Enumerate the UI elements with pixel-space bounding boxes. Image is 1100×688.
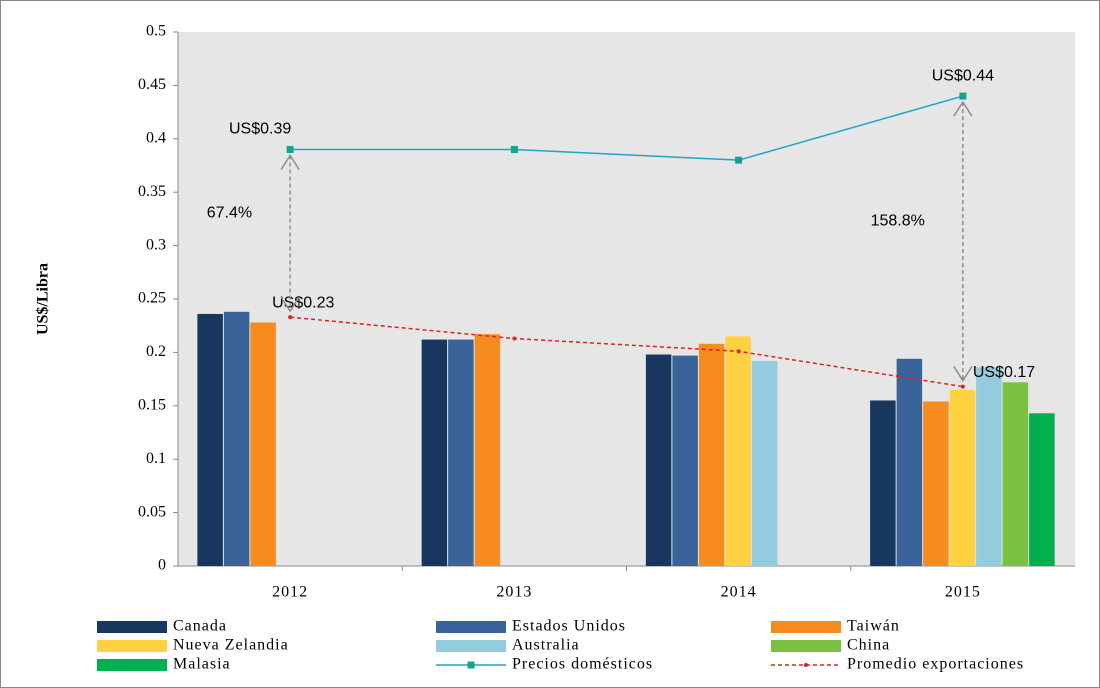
- x-tick-label: 2013: [496, 584, 532, 601]
- line-marker: [735, 156, 743, 164]
- y-tick-label: 0.3: [146, 236, 166, 253]
- legend-marker: [467, 661, 475, 669]
- bar: [1029, 413, 1055, 566]
- y-tick-label: 0.35: [138, 183, 166, 200]
- y-tick-label: 0.4: [146, 129, 166, 146]
- bar: [1002, 382, 1029, 566]
- x-tick-label: 2015: [945, 584, 981, 601]
- bar: [421, 339, 448, 566]
- data-label: US$0.39: [229, 121, 291, 138]
- legend-label: Australia: [512, 637, 580, 654]
- legend-label: Nueva Zelandia: [173, 637, 289, 654]
- bar: [896, 358, 923, 566]
- y-tick-label: 0.25: [138, 290, 166, 307]
- line-series: [290, 95, 964, 161]
- y-tick-label: 0.15: [138, 396, 166, 413]
- bar: [672, 355, 698, 566]
- legend-swatch: [97, 659, 167, 671]
- y-tick-label: 0.45: [138, 76, 166, 93]
- legend-label: Malasia: [173, 656, 231, 673]
- line-marker: [960, 384, 965, 389]
- bar: [698, 343, 725, 566]
- arrow-head: [280, 154, 300, 313]
- data-label: US$0.23: [272, 294, 334, 311]
- legend-swatch: [436, 621, 506, 633]
- y-tick-label: 0.2: [146, 343, 166, 360]
- bar: [645, 354, 672, 566]
- legend-label: Canada: [173, 618, 227, 635]
- legend-label: China: [847, 637, 890, 654]
- bar: [923, 401, 949, 566]
- legend-label: Precios domésticos: [512, 656, 653, 673]
- legend-swatch: [771, 621, 841, 633]
- legend-label: Taiwán: [847, 618, 900, 635]
- annotation: 158.8%: [871, 213, 925, 230]
- bar: [448, 339, 474, 566]
- bar: [751, 360, 778, 566]
- bar: [976, 367, 1002, 566]
- data-label: US$0.44: [932, 67, 994, 84]
- line-marker: [959, 92, 967, 100]
- legend-swatch: [97, 621, 167, 633]
- bar: [223, 311, 250, 566]
- y-tick-label: 0.05: [138, 503, 166, 520]
- legend-label: Estados Unidos: [512, 618, 626, 635]
- legend-label: Promedio exportaciones: [847, 656, 1024, 673]
- data-label: US$0.17: [973, 364, 1035, 381]
- line-marker: [286, 145, 294, 153]
- legend-swatch: [436, 640, 506, 652]
- line-marker: [510, 145, 518, 153]
- y-tick-label: 0.1: [146, 450, 166, 467]
- y-tick-label: 0.5: [146, 23, 166, 40]
- legend-swatch: [771, 640, 841, 652]
- x-tick-label: 2014: [721, 584, 757, 601]
- annotation: 67.4%: [207, 205, 252, 222]
- x-tick-label: 2012: [272, 584, 308, 601]
- bar: [870, 400, 896, 566]
- bar: [949, 389, 976, 566]
- line-series: [290, 316, 963, 388]
- legend-marker: [804, 663, 808, 667]
- bar: [725, 336, 751, 566]
- bar: [197, 313, 223, 566]
- bar: [250, 322, 276, 566]
- line-marker: [512, 336, 517, 341]
- legend-swatch: [97, 640, 167, 652]
- line-marker: [288, 315, 293, 320]
- line-marker: [736, 349, 741, 354]
- bar: [474, 334, 501, 566]
- arrow-head: [953, 100, 973, 382]
- y-axis-label: US$/Libra: [35, 263, 52, 335]
- y-tick-label: 0: [158, 557, 166, 574]
